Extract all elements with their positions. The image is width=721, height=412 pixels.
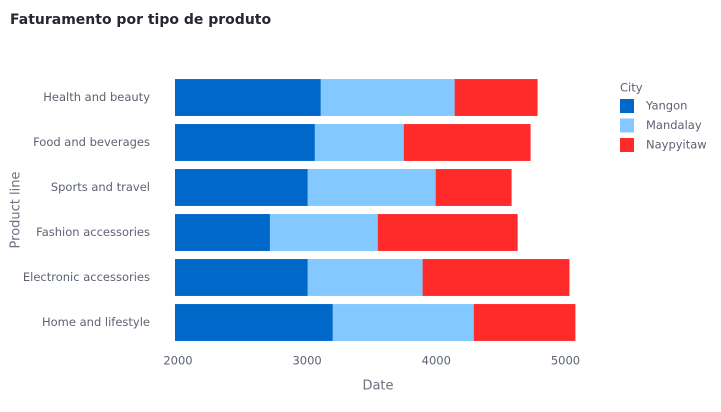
x-tick-label: 3000	[292, 354, 321, 368]
bar-segment	[422, 259, 570, 296]
bar-segment	[320, 79, 455, 116]
plot-area	[175, 79, 576, 341]
legend-swatch	[620, 138, 634, 152]
bar-segment	[269, 214, 378, 251]
x-tick-label: 4000	[422, 354, 451, 368]
y-tick-label: Home and lifestyle	[42, 315, 150, 329]
bar-segment	[473, 304, 576, 341]
legend-label: Naypyitaw	[646, 138, 707, 152]
bar-segment	[403, 124, 531, 161]
y-axis-title: Product line	[9, 172, 24, 249]
chart-title: Faturamento por tipo de produto	[10, 12, 271, 28]
bar-segment	[175, 214, 270, 251]
x-axis-title: Date	[362, 379, 393, 394]
x-tick-label: 5000	[551, 354, 580, 368]
bar-segment	[307, 169, 436, 206]
bar-segment	[435, 169, 512, 206]
bar-segment	[377, 214, 518, 251]
y-tick-label: Fashion accessories	[36, 225, 150, 239]
y-tick-label: Electronic accessories	[23, 270, 150, 284]
legend-label: Yangon	[645, 99, 687, 113]
legend-label: Mandalay	[646, 118, 702, 132]
y-tick-label: Food and beverages	[33, 135, 150, 149]
bar-segment	[454, 79, 538, 116]
bar-segment	[175, 124, 315, 161]
x-tick-label: 2000	[163, 354, 192, 368]
y-tick-label: Health and beauty	[43, 90, 150, 104]
bar-segment	[175, 79, 321, 116]
y-tick-label: Sports and travel	[51, 180, 150, 194]
bar-segment	[175, 169, 308, 206]
legend-title: City	[620, 81, 643, 95]
bar-segment	[175, 304, 333, 341]
legend-swatch	[620, 99, 634, 113]
legend-swatch	[620, 118, 634, 133]
bar-segment	[314, 124, 404, 161]
bar-segment	[175, 259, 308, 296]
bar-segment	[307, 259, 423, 296]
bar-segment	[332, 304, 474, 341]
